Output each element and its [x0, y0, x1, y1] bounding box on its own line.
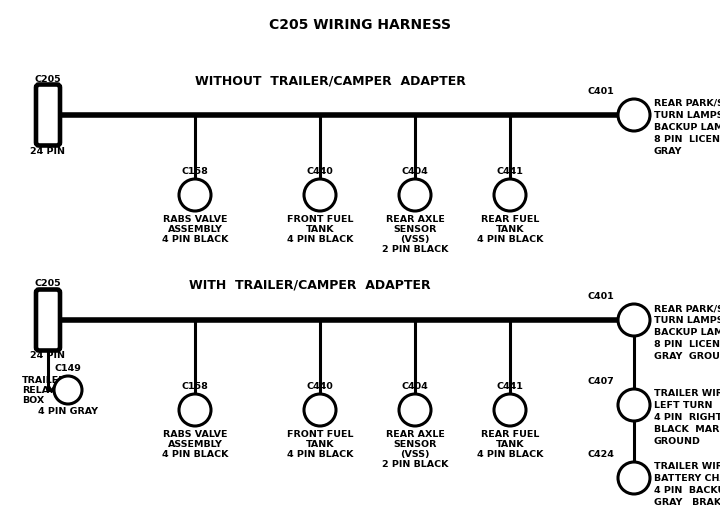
- Text: 24 PIN: 24 PIN: [30, 146, 66, 156]
- FancyBboxPatch shape: [36, 290, 60, 351]
- Circle shape: [618, 389, 650, 421]
- Text: TANK: TANK: [306, 440, 334, 449]
- Text: TRAILER WIRES: TRAILER WIRES: [654, 462, 720, 471]
- Circle shape: [399, 394, 431, 426]
- Text: C424: C424: [587, 450, 614, 459]
- Text: 8 PIN  LICENSE LAMPS: 8 PIN LICENSE LAMPS: [654, 135, 720, 144]
- Text: C440: C440: [307, 382, 333, 391]
- Text: SENSOR: SENSOR: [393, 440, 437, 449]
- Circle shape: [399, 179, 431, 211]
- Text: 4 PIN BLACK: 4 PIN BLACK: [477, 235, 543, 244]
- Text: 4 PIN BLACK: 4 PIN BLACK: [162, 450, 228, 459]
- Text: TRAILER WIRES: TRAILER WIRES: [654, 389, 720, 398]
- Text: RABS VALVE: RABS VALVE: [163, 430, 228, 439]
- Text: GRAY: GRAY: [654, 147, 683, 156]
- Text: C158: C158: [181, 382, 208, 391]
- Text: 4 PIN  BACKUP: 4 PIN BACKUP: [654, 486, 720, 495]
- Text: 4 PIN BLACK: 4 PIN BLACK: [287, 450, 354, 459]
- Text: TANK: TANK: [306, 225, 334, 234]
- Text: ASSEMBLY: ASSEMBLY: [168, 440, 222, 449]
- Text: C441: C441: [497, 167, 523, 176]
- Text: 4 PIN BLACK: 4 PIN BLACK: [477, 450, 543, 459]
- Text: GRAY  GROUND: GRAY GROUND: [654, 352, 720, 361]
- Text: WITH  TRAILER/CAMPER  ADAPTER: WITH TRAILER/CAMPER ADAPTER: [189, 279, 431, 292]
- Text: C401: C401: [588, 292, 614, 301]
- Text: REAR AXLE: REAR AXLE: [386, 430, 444, 439]
- Circle shape: [179, 179, 211, 211]
- Text: 8 PIN  LICENSE LAMPS: 8 PIN LICENSE LAMPS: [654, 340, 720, 349]
- Text: GRAY   BRAKES: GRAY BRAKES: [654, 498, 720, 507]
- Text: C158: C158: [181, 167, 208, 176]
- Text: 4 PIN BLACK: 4 PIN BLACK: [162, 235, 228, 244]
- Text: 2 PIN BLACK: 2 PIN BLACK: [382, 460, 448, 469]
- Text: LEFT TURN: LEFT TURN: [654, 401, 713, 410]
- Text: C404: C404: [402, 382, 428, 391]
- Text: REAR FUEL: REAR FUEL: [481, 215, 539, 224]
- Text: 24 PIN: 24 PIN: [30, 352, 66, 360]
- Text: RABS VALVE: RABS VALVE: [163, 215, 228, 224]
- Circle shape: [618, 462, 650, 494]
- Text: 4 PIN  RIGHT TURN: 4 PIN RIGHT TURN: [654, 413, 720, 422]
- Text: TURN LAMPS: TURN LAMPS: [654, 316, 720, 325]
- Text: BATTERY CHARGE: BATTERY CHARGE: [654, 474, 720, 483]
- Text: BACKUP LAMPS: BACKUP LAMPS: [654, 328, 720, 337]
- Text: FRONT FUEL: FRONT FUEL: [287, 215, 354, 224]
- Text: C401: C401: [588, 87, 614, 96]
- Text: C205: C205: [35, 280, 61, 288]
- Text: BACKUP LAMPS: BACKUP LAMPS: [654, 123, 720, 132]
- Circle shape: [304, 179, 336, 211]
- Text: FRONT FUEL: FRONT FUEL: [287, 430, 354, 439]
- Text: C205: C205: [35, 74, 61, 84]
- Text: TURN LAMPS: TURN LAMPS: [654, 111, 720, 120]
- Text: (VSS): (VSS): [400, 450, 430, 459]
- Text: 4 PIN BLACK: 4 PIN BLACK: [287, 235, 354, 244]
- Circle shape: [54, 376, 82, 404]
- Text: TANK: TANK: [496, 440, 524, 449]
- Circle shape: [179, 394, 211, 426]
- Text: SENSOR: SENSOR: [393, 225, 437, 234]
- Text: GROUND: GROUND: [654, 437, 701, 446]
- Text: TANK: TANK: [496, 225, 524, 234]
- Text: RELAY: RELAY: [22, 386, 55, 395]
- Text: C440: C440: [307, 167, 333, 176]
- Circle shape: [304, 394, 336, 426]
- Text: REAR FUEL: REAR FUEL: [481, 430, 539, 439]
- Text: 4 PIN GRAY: 4 PIN GRAY: [38, 407, 98, 416]
- Text: BOX: BOX: [22, 396, 44, 405]
- Text: 2 PIN BLACK: 2 PIN BLACK: [382, 245, 448, 254]
- Text: TRAILER: TRAILER: [22, 376, 66, 385]
- Text: (VSS): (VSS): [400, 235, 430, 244]
- Text: REAR PARK/STOP: REAR PARK/STOP: [654, 304, 720, 313]
- Text: REAR AXLE: REAR AXLE: [386, 215, 444, 224]
- Text: BLACK  MARKER: BLACK MARKER: [654, 425, 720, 434]
- Text: C441: C441: [497, 382, 523, 391]
- Text: WITHOUT  TRAILER/CAMPER  ADAPTER: WITHOUT TRAILER/CAMPER ADAPTER: [194, 74, 465, 87]
- FancyBboxPatch shape: [36, 84, 60, 145]
- Text: C205 WIRING HARNESS: C205 WIRING HARNESS: [269, 18, 451, 32]
- Text: REAR PARK/STOP: REAR PARK/STOP: [654, 99, 720, 108]
- Circle shape: [494, 394, 526, 426]
- Text: ASSEMBLY: ASSEMBLY: [168, 225, 222, 234]
- Text: C149: C149: [55, 364, 81, 373]
- Circle shape: [494, 179, 526, 211]
- Circle shape: [618, 304, 650, 336]
- Circle shape: [618, 99, 650, 131]
- Text: C404: C404: [402, 167, 428, 176]
- Text: C407: C407: [588, 377, 614, 386]
